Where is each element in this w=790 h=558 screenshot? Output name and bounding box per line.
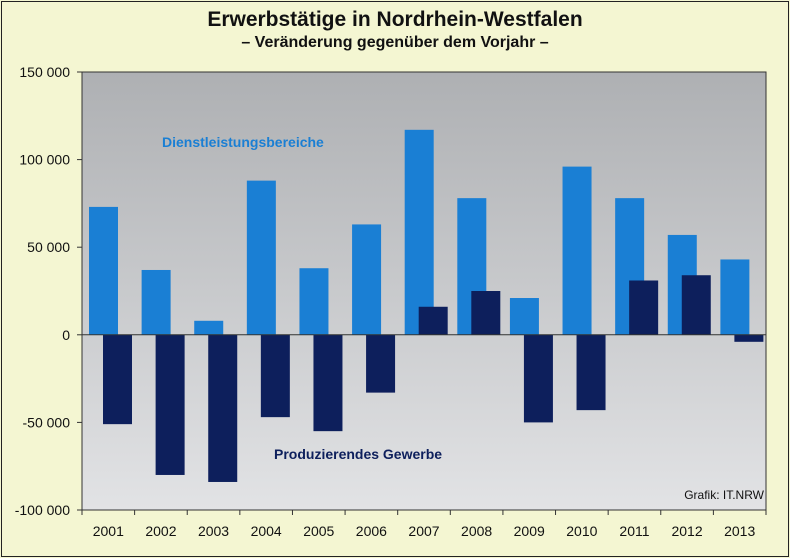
x-tick-label: 2012 [671,523,702,539]
x-tick-label: 2008 [461,523,492,539]
bar-dienstleistung-2005 [299,268,329,335]
bar-produzierend-2013 [734,334,764,342]
series-label-dienstleistung: Dienstleistungsbereiche [162,134,324,150]
bar-produzierend-2002 [155,334,185,475]
bar-produzierend-2011 [629,280,659,335]
bar-dienstleistung-2007 [404,129,434,335]
bar-produzierend-2010 [576,334,606,411]
y-tick-label: 0 [62,327,70,343]
x-tick-label: 2007 [408,523,439,539]
bar-produzierend-2001 [103,334,132,425]
bar-produzierend-2008 [471,291,501,335]
bar-produzierend-2006 [366,334,396,393]
x-tick-label: 2005 [303,523,334,539]
bar-dienstleistung-2002 [141,269,171,335]
y-tick-label: -50 000 [23,414,71,430]
y-tick-label: 50 000 [27,239,70,255]
bar-dienstleistung-2001 [89,206,118,335]
x-tick-label: 2001 [93,523,124,539]
x-tick-label: 2002 [145,523,176,539]
bar-produzierend-2007 [418,306,448,335]
bar-dienstleistung-2004 [246,180,276,335]
bar-dienstleistung-2013 [720,259,750,335]
chart-title: Erwerbstätige in Nordrhein-Westfalen [207,8,583,31]
bar-dienstleistung-2003 [194,320,224,335]
y-tick-label: -100 000 [15,502,70,518]
bar-dienstleistung-2010 [562,166,592,335]
x-tick-label: 2011 [619,523,649,539]
x-tick-label: 2003 [198,523,229,539]
x-tick-label: 2006 [356,523,387,539]
x-tick-label: 2004 [251,523,282,539]
bar-dienstleistung-2006 [352,224,382,335]
chart-subtitle: – Veränderung gegenüber dem Vorjahr – [241,34,549,51]
bar-produzierend-2004 [260,334,290,418]
chart-credit: Grafik: IT.NRW [684,488,764,502]
x-tick-label: 2009 [514,523,545,539]
bar-dienstleistung-2009 [509,298,539,335]
x-tick-label: 2013 [724,523,755,539]
x-tick-label: 2010 [566,523,597,539]
bar-produzierend-2003 [208,334,238,482]
series-label-produzierend: Produzierendes Gewerbe [274,446,442,462]
y-tick-label: 150 000 [19,64,70,80]
bar-produzierend-2012 [681,275,711,335]
bar-produzierend-2005 [313,334,343,432]
y-tick-label: 100 000 [19,152,70,168]
bar-produzierend-2009 [523,334,553,423]
